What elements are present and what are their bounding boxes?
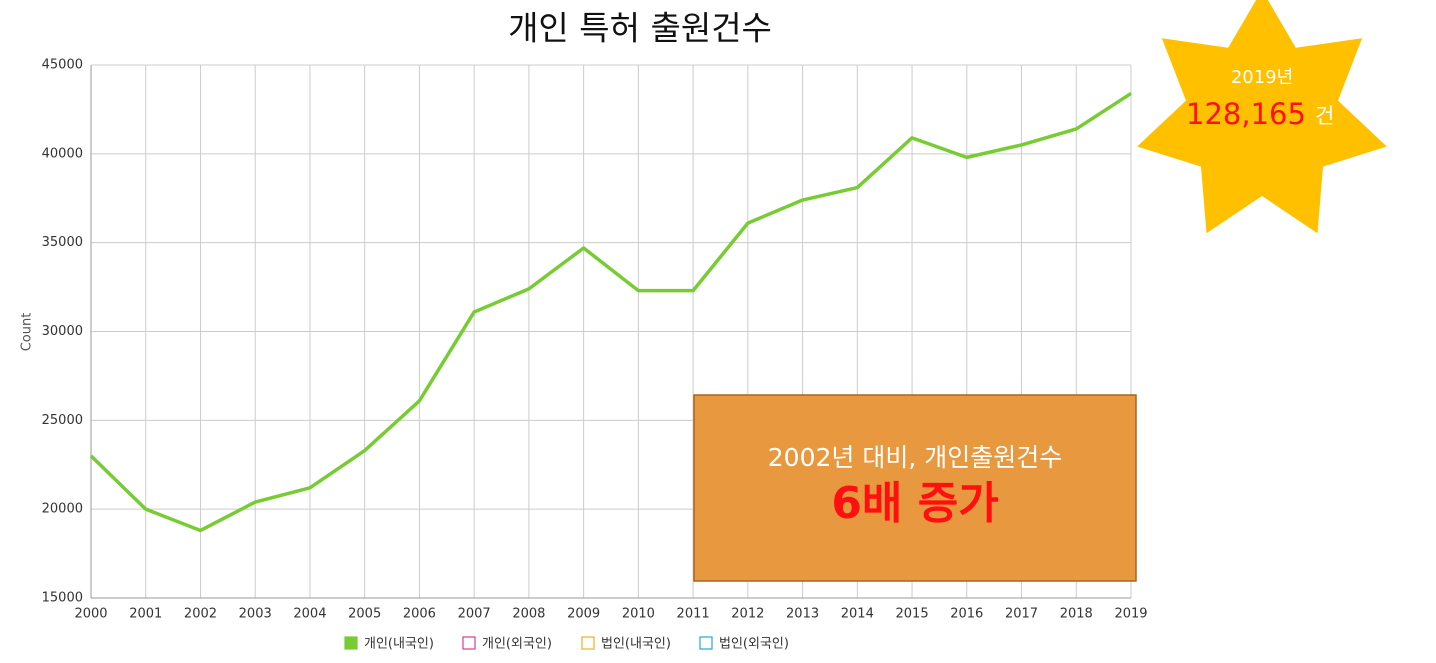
- y-tick-label: 45000: [42, 58, 83, 73]
- y-tick-label: 35000: [42, 235, 83, 250]
- legend-swatch: [462, 636, 476, 650]
- data-line: [89, 91, 1132, 533]
- x-tick-label: 2000: [74, 607, 107, 622]
- annotation-text: 128,165: [1186, 97, 1306, 131]
- legend-item: 개인(내국인): [344, 636, 434, 652]
- legend-label: 법인(내국인): [601, 637, 671, 652]
- x-tick-label: 2004: [293, 607, 326, 622]
- y-tick-label: 40000: [42, 146, 83, 161]
- x-tick-label: 2005: [348, 607, 381, 622]
- annotation-text: 2002년 대비, 개인출원건수: [768, 443, 1062, 472]
- annotation-box: [693, 394, 1137, 582]
- x-tick-label: 2019: [1114, 607, 1147, 622]
- x-tick-label: 2006: [403, 607, 436, 622]
- x-tick-label: 2003: [239, 607, 272, 622]
- x-tick-label: 2001: [129, 607, 162, 622]
- x-tick-label: 2018: [1060, 607, 1093, 622]
- x-tick-label: 2013: [786, 607, 819, 622]
- legend-swatch: [699, 636, 713, 650]
- legend-item: 개인(외국인): [462, 636, 552, 652]
- x-tick-label: 2010: [622, 607, 655, 622]
- legend-label: 법인(외국인): [719, 637, 789, 652]
- x-tick-label: 2015: [896, 607, 929, 622]
- legend-label: 개인(내국인): [364, 637, 434, 652]
- y-axis-label: Count: [20, 313, 35, 352]
- x-tick-label: 2007: [458, 607, 491, 622]
- annotation-text: 건: [1315, 104, 1334, 128]
- annotation-star: [1137, 0, 1387, 234]
- x-tick-label: 2014: [841, 607, 874, 622]
- legend-item: 법인(외국인): [699, 636, 789, 652]
- x-tick-label: 2002: [184, 607, 217, 622]
- x-tick-label: 2011: [677, 607, 710, 622]
- y-tick-label: 15000: [42, 591, 83, 606]
- y-tick-label: 30000: [42, 324, 83, 339]
- x-tick-label: 2008: [512, 607, 545, 622]
- legend-swatch: [344, 636, 358, 650]
- x-tick-label: 2016: [950, 607, 983, 622]
- chart-title: 개인 특허 출원건수: [508, 9, 772, 48]
- legend-swatch: [581, 636, 595, 650]
- x-tick-label: 2012: [731, 607, 764, 622]
- annotation-text: 6배 증가: [831, 478, 998, 529]
- y-tick-label: 20000: [42, 502, 83, 517]
- legend-item: 법인(내국인): [581, 636, 671, 652]
- x-tick-label: 2009: [567, 607, 600, 622]
- y-tick-label: 25000: [42, 413, 83, 428]
- x-tick-label: 2017: [1005, 607, 1038, 622]
- annotation-text: 2019년: [1231, 67, 1293, 88]
- legend-label: 개인(외국인): [482, 637, 552, 652]
